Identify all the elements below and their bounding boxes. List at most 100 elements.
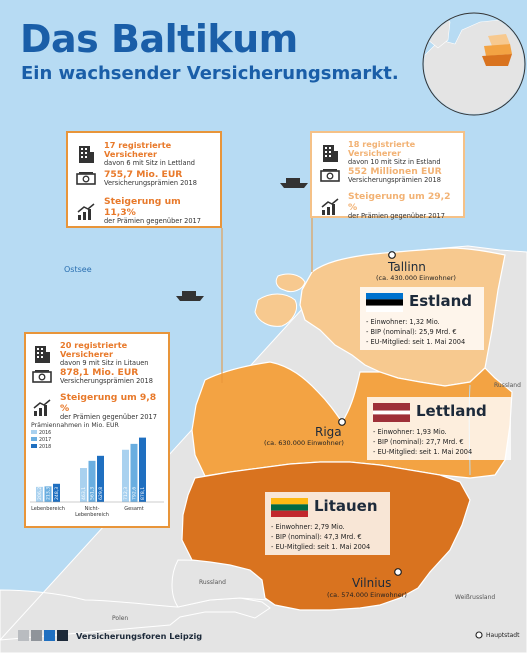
logo-square	[44, 630, 55, 641]
country-fact: - Einwohner: 2,79 Mio.	[271, 523, 345, 531]
city-tallinn-pop: (ca. 430.000 Einwohner)	[376, 274, 456, 282]
country-fact: - BIP (nominal): 47,3 Mrd. €	[271, 533, 362, 541]
country-fact: - Einwohner: 1,93 Mio.	[373, 428, 447, 436]
insurers-count: 17 registrierte Versicherer	[104, 140, 172, 160]
label-russland-east: Russland	[494, 382, 521, 389]
saaremaa-island	[254, 293, 297, 327]
growth-chart-icon	[33, 398, 51, 416]
label-russland-kaliningrad: Russland	[199, 579, 226, 586]
bar	[53, 483, 60, 502]
brand-name: Versicherungsforen Leipzig	[76, 630, 203, 641]
bar-value-label: 792,6	[132, 487, 138, 500]
label-weissrussland: Weißrussland	[455, 594, 496, 601]
insurer-box-lithuania: 20 registrierte Versicherer davon 9 mit …	[24, 332, 170, 528]
growth-chart-icon	[321, 197, 339, 215]
bar	[36, 486, 43, 502]
country-fact: - Einwohner: 1,32 Mio.	[366, 318, 440, 326]
legend-swatch	[31, 437, 37, 441]
premiums-value: 552 Millionen EUR	[348, 165, 442, 177]
category-label: Gesamt	[124, 506, 143, 512]
legend-label: 2016	[39, 430, 51, 436]
city-vilnius-pop: (ca. 574.000 Einwohner)	[327, 591, 407, 599]
bar	[122, 449, 129, 502]
building-icon	[35, 346, 50, 364]
building-icon	[323, 145, 338, 163]
brand-logo: Versicherungsforen Leipzig	[18, 630, 202, 641]
growth-value: Steigerung um 9,8 %	[60, 392, 157, 414]
growth-value: Steigerung um 11,3%	[104, 196, 181, 218]
estonia-flag	[366, 293, 403, 312]
latvia-flag	[373, 403, 410, 422]
bar	[97, 455, 104, 502]
insurers-sub: davon 6 mit Sitz in Lettland	[104, 158, 195, 167]
legend-swatch	[31, 444, 37, 448]
category-label: Lebenbereich	[75, 512, 109, 518]
country-fact: - BIP (nominal): 25,9 Mrd. €	[366, 328, 457, 336]
bar-value-label: 878,1	[140, 487, 146, 500]
ship-icon	[280, 178, 308, 188]
locator-globe	[422, 12, 526, 116]
city-tallinn: Tallinn	[388, 260, 426, 274]
premiums-sub: Versicherungsprämien 2018	[104, 179, 197, 188]
premiums-sub: Versicherungsprämien 2018	[60, 377, 153, 386]
country-card-estonia: Estland - Einwohner: 1,32 Mio. - BIP (no…	[360, 287, 484, 350]
premiums-value: 755,7 Mio. EUR	[104, 168, 183, 180]
bar	[44, 486, 52, 502]
logo-square	[57, 630, 68, 641]
city-vilnius: Vilnius	[352, 576, 392, 590]
category-label: Lebenbereich	[31, 506, 65, 512]
growth-sub: der Prämien gegenüber 2017	[104, 217, 201, 226]
logo-square	[18, 630, 29, 641]
sea-label: Ostsee	[64, 265, 92, 274]
country-fact: - EU-Mitglied: seit 1. Mai 2004	[366, 338, 466, 346]
chart-title: Prämiennahmen in Mio. EUR	[31, 422, 119, 429]
logo-square	[31, 630, 42, 641]
lithuania-flag	[271, 498, 308, 517]
country-fact: - BIP (nominal): 27,7 Mrd. €	[373, 438, 464, 446]
bar-value-label: 206,2	[37, 487, 43, 500]
insurer-box-estonia: 18 registrierte Versicherer davon 10 mit…	[310, 131, 465, 221]
growth-value: Steigerung um 29,2 %	[348, 191, 451, 213]
country-card-latvia: Lettland - Einwohner: 1,93 Mio. - BIP (n…	[367, 397, 511, 460]
country-fact: - EU-Mitglied: seit 1. Mai 2004	[271, 543, 371, 551]
growth-sub: der Prämien gegenüber 2017	[60, 413, 157, 422]
legend-label: 2017	[39, 437, 51, 443]
ship-icon-2	[176, 291, 204, 301]
money-icon	[76, 172, 96, 185]
city-riga: Riga	[315, 425, 342, 439]
label-polen: Polen	[112, 615, 129, 622]
insurers-count: 20 registrierte Versicherer	[60, 340, 128, 360]
bar	[80, 468, 87, 502]
bar-value-label: 712,3	[123, 487, 129, 500]
insurers-sub: davon 9 mit Sitz in Litauen	[60, 358, 149, 367]
growth-sub: der Prämien gegenüber 2017	[348, 212, 445, 221]
insurers-count: 18 registrierte Versicherer	[348, 139, 416, 159]
bar	[139, 437, 146, 502]
page-title: Das Baltikum	[20, 17, 298, 61]
legend-label: 2018	[39, 444, 51, 450]
capital-legend-label: Hauptstadt	[486, 631, 520, 639]
country-fact: - EU-Mitglied: seit 1. Mai 2004	[373, 448, 473, 456]
bar-value-label: 463,1	[81, 487, 87, 500]
capital-legend: Hauptstadt	[475, 631, 519, 639]
insurer-box-latvia: 17 registrierte Versicherer davon 6 mit …	[66, 131, 222, 228]
bar	[130, 443, 138, 502]
growth-chart-icon	[77, 202, 95, 220]
building-icon	[79, 146, 94, 164]
insurers-sub: davon 10 mit Sitz in Estland	[348, 157, 441, 166]
city-riga-pop: (ca. 630.000 Einwohner)	[264, 439, 344, 447]
money-icon	[32, 370, 52, 383]
premiums-sub: Versicherungsprämien 2018	[348, 176, 441, 185]
bar-value-label: 213,3	[46, 487, 52, 500]
bar-value-label: 629,8	[98, 487, 104, 500]
bar-value-label: 248,3	[54, 487, 60, 500]
capital-marker-icon	[475, 631, 483, 639]
country-name: Litauen	[314, 497, 378, 515]
page-subtitle: Ein wachsender Versicherungsmarkt.	[21, 63, 399, 84]
category-label: Nicht-	[85, 506, 100, 512]
country-card-lithuania: Litauen - Einwohner: 2,79 Mio. - BIP (no…	[265, 492, 390, 555]
country-name: Estland	[409, 292, 473, 310]
legend-swatch	[31, 430, 37, 434]
country-name: Lettland	[416, 402, 487, 420]
bar-value-label: 561,3	[90, 487, 96, 500]
